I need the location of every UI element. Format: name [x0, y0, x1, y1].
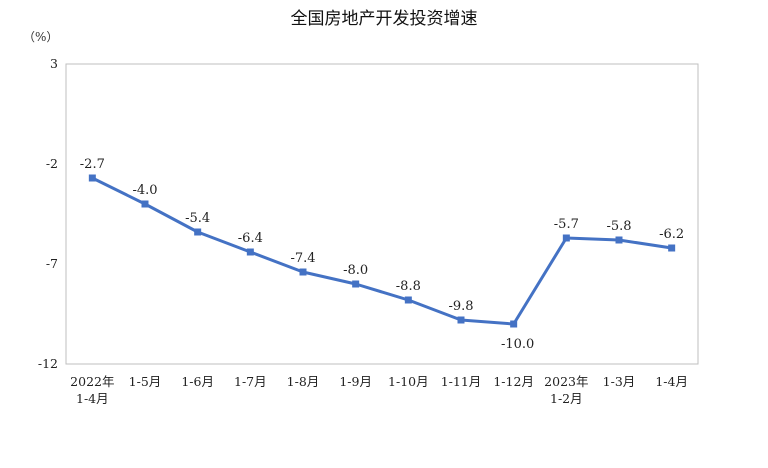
data-point-marker [404, 296, 412, 304]
data-point-marker [457, 316, 465, 324]
data-label: -9.8 [448, 299, 473, 314]
y-tick-label: -2 [46, 156, 58, 171]
y-tick-label: 3 [50, 56, 58, 71]
x-tick-label: 1-7月 [234, 374, 267, 389]
x-tick-label: 1-6月 [181, 374, 214, 389]
x-tick-label: 2022年 [70, 374, 114, 389]
y-tick-label: -12 [38, 356, 58, 371]
data-point-marker [246, 248, 254, 256]
data-point-marker [352, 280, 360, 288]
data-point-marker [88, 174, 96, 182]
x-tick-label: 1-3月 [603, 374, 636, 389]
data-point-marker [299, 268, 307, 276]
x-tick-label: 1-10月 [388, 374, 429, 389]
data-label: -10.0 [501, 337, 534, 352]
y-unit-label: （%） [23, 30, 58, 44]
data-label: -5.7 [554, 217, 579, 232]
x-axis-ticks: 2022年 1-4月 1-5月 1-6月 1-7月 1-8月 1-9月 1-10月 1-11月 1… [70, 374, 688, 406]
x-tick-label: 1-11月 [441, 374, 482, 389]
data-label: -2.7 [80, 157, 105, 172]
data-label: -6.2 [659, 227, 684, 242]
x-tick-label: 1-12月 [493, 374, 534, 389]
data-label: -8.0 [343, 263, 368, 278]
data-point-marker [141, 200, 149, 208]
x-tick-label: 1-4月 [655, 374, 688, 389]
x-tick-label: 1-8月 [287, 374, 320, 389]
data-point-marker [194, 228, 202, 236]
data-point-marker [615, 236, 623, 244]
plot-area-frame [65, 63, 699, 365]
data-point-marker [510, 320, 518, 328]
data-label: -5.8 [606, 219, 631, 234]
series-line [91, 176, 672, 326]
y-tick-label: -7 [46, 256, 58, 271]
x-tick-label: 2023年 [544, 374, 588, 389]
data-point-marker [668, 244, 676, 252]
x-tick-label: 1-5月 [129, 374, 162, 389]
x-tick-label: 1-4月 [76, 391, 109, 406]
x-tick-label: 1-2月 [550, 391, 583, 406]
data-label: -5.4 [185, 211, 210, 226]
chart-title: 全国房地产开发投资增速 [291, 9, 478, 29]
x-tick-label: 1-9月 [339, 374, 372, 389]
data-point-marker [562, 234, 570, 242]
series-investment-growth: -2.7 -4.0 -5.4 -6.4 -7.4 -8.0 -8.8 -9.8 -10.0 -5.… [80, 157, 684, 352]
data-label: -6.4 [238, 231, 263, 246]
data-label: -4.0 [132, 183, 157, 198]
y-axis-ticks: 3 -2 -7 -12 [38, 56, 58, 371]
data-label: -7.4 [290, 251, 315, 266]
data-label: -8.8 [396, 279, 421, 294]
